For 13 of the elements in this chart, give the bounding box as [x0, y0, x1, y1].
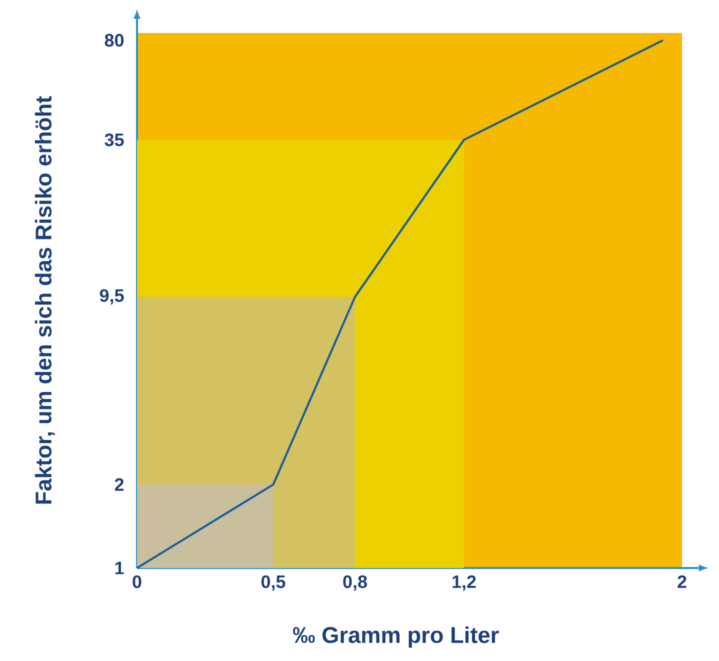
y-tick-label: 2: [114, 478, 124, 491]
x-tick-label: 1,2: [452, 575, 476, 591]
x-axis-title: ‰ Gramm pro Liter: [293, 626, 499, 648]
x-tick-label: 2: [678, 575, 686, 588]
y-tick-label: 35: [104, 133, 124, 146]
y-tick-label: 80: [104, 34, 124, 47]
x-tick-label: 0: [132, 575, 142, 588]
x-tick-label: 0,5: [261, 575, 286, 591]
y-tick-label: 9,5: [100, 289, 124, 305]
y-axis-title: Faktor, um den sich das Risiko erhöht: [34, 96, 55, 504]
x-tick-label: 0,8: [343, 575, 367, 591]
y-tick-label: 1: [115, 562, 124, 574]
line-series: [136, 39, 664, 570]
